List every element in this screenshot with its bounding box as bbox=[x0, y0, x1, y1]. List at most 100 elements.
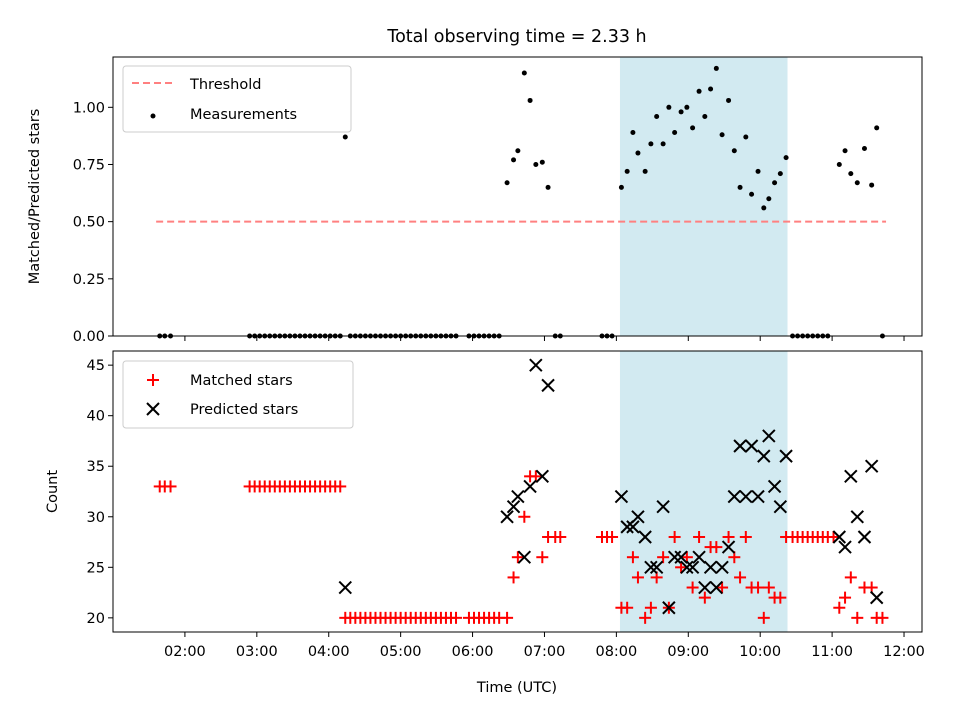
measurement-point bbox=[755, 168, 761, 174]
matched-star-point bbox=[851, 611, 864, 624]
predicted-star-point bbox=[721, 540, 736, 554]
bottom-legend-box bbox=[122, 360, 354, 429]
top-legend-box bbox=[122, 65, 352, 133]
matched-star-point bbox=[762, 581, 775, 594]
predicted-star-point bbox=[869, 590, 884, 605]
top-y-tick-label: 0.00 bbox=[73, 329, 105, 345]
bottom-y-tick-label: 30 bbox=[87, 510, 105, 526]
top-y-axis: 0.00 0.25 0.50 0.75 1.00 bbox=[73, 100, 113, 345]
measurement-point bbox=[624, 168, 630, 174]
predicted-star-point bbox=[638, 530, 652, 544]
measurement-point bbox=[842, 148, 848, 154]
legend-measurements-swatch bbox=[150, 113, 156, 119]
measurement-point bbox=[696, 88, 702, 94]
bottom-x-tick-label: 11:00 bbox=[811, 644, 853, 660]
matched-star-point bbox=[752, 581, 765, 594]
bottom-x-tick-label: 08:00 bbox=[595, 644, 637, 660]
predicted-star-point bbox=[844, 469, 858, 484]
legend-predicted-label: Predicted stars bbox=[190, 402, 298, 418]
bottom-x-tick-label: 09:00 bbox=[667, 644, 709, 660]
measurement-point bbox=[708, 86, 714, 92]
bottom-y-tick-label: 35 bbox=[87, 459, 105, 475]
measurement-point bbox=[533, 161, 539, 167]
predicted-star-point bbox=[517, 550, 532, 564]
matched-star-point bbox=[686, 581, 699, 594]
matched-star-point bbox=[839, 591, 852, 604]
measurement-point bbox=[678, 109, 684, 115]
measurement-point bbox=[515, 148, 521, 154]
predicted-star-point bbox=[751, 489, 765, 504]
measurement-point bbox=[521, 70, 527, 76]
bottom-y-axis: 20 25 30 35 40 45 bbox=[87, 358, 113, 627]
measurement-point bbox=[836, 161, 842, 167]
predicted-star-point bbox=[739, 489, 753, 504]
matched-star-point bbox=[774, 591, 787, 604]
predicted-star-point bbox=[762, 429, 776, 443]
bottom-x-tick-label: 07:00 bbox=[524, 644, 566, 660]
matched-star-point bbox=[722, 530, 735, 543]
predicted-stars-series bbox=[338, 358, 884, 615]
predicted-star-point bbox=[857, 530, 872, 544]
predicted-star-point bbox=[644, 560, 658, 575]
matched-star-point bbox=[657, 551, 670, 564]
bottom-x-tick-label: 06:00 bbox=[452, 644, 494, 660]
matched-star-point bbox=[507, 571, 520, 584]
top-y-tick-label: 1.00 bbox=[73, 100, 105, 116]
measurement-point bbox=[731, 148, 737, 154]
predicted-star-point bbox=[733, 439, 747, 453]
predicted-star-point bbox=[656, 499, 670, 514]
bottom-x-label: Time (UTC) bbox=[476, 680, 557, 696]
matched-star-point bbox=[631, 571, 644, 584]
matched-star-point bbox=[518, 510, 531, 523]
measurement-point bbox=[869, 182, 875, 188]
matched-star-point bbox=[334, 480, 347, 493]
bottom-y-tick-label: 25 bbox=[87, 560, 105, 576]
matched-star-point bbox=[644, 601, 657, 614]
bottom-y-tick-label: 40 bbox=[87, 409, 105, 425]
predicted-star-point bbox=[674, 550, 688, 564]
measurement-point bbox=[660, 141, 666, 147]
predicted-star-point bbox=[773, 499, 788, 514]
predicted-star-point bbox=[667, 550, 682, 564]
predicted-star-point bbox=[709, 580, 724, 595]
legend-threshold-label: Threshold bbox=[189, 77, 261, 93]
measurement-point bbox=[848, 171, 854, 177]
measurement-point bbox=[684, 104, 690, 110]
bottom-x-tick-label: 12:00 bbox=[883, 644, 925, 660]
legend-measurements-label: Measurements bbox=[190, 107, 297, 123]
predicted-star-point bbox=[838, 540, 852, 554]
top-y-tick-label: 0.75 bbox=[73, 157, 105, 173]
top-y-tick-label: 0.50 bbox=[73, 215, 105, 231]
predicted-star-point bbox=[715, 560, 729, 575]
measurement-point bbox=[648, 141, 654, 147]
measurement-point bbox=[874, 125, 880, 131]
measurements-series bbox=[157, 65, 885, 339]
measurement-point bbox=[666, 104, 672, 110]
matched-star-point bbox=[734, 571, 747, 584]
measurement-point bbox=[777, 171, 783, 177]
matched-star-point bbox=[698, 591, 711, 604]
predicted-star-point bbox=[692, 550, 706, 564]
bottom-x-tick-label: 10:00 bbox=[739, 644, 781, 660]
measurement-point bbox=[743, 134, 749, 140]
predicted-star-point bbox=[529, 358, 543, 372]
measurement-point bbox=[726, 97, 732, 103]
matched-star-point bbox=[710, 541, 723, 554]
predicted-star-point bbox=[626, 520, 640, 534]
top-legend: Threshold Measurements bbox=[122, 65, 352, 133]
matched-star-point bbox=[675, 561, 688, 574]
legend-matched-label: Matched stars bbox=[190, 373, 293, 389]
measurement-point bbox=[504, 180, 510, 186]
measurement-point bbox=[737, 184, 743, 190]
measurement-point bbox=[672, 129, 678, 135]
bottom-panel: 20 25 30 35 40 45 02:00 03:00 04:00 05:00 06:00 07… bbox=[45, 350, 925, 696]
measurement-point bbox=[635, 150, 641, 156]
top-axes-frame bbox=[112, 56, 923, 337]
predicted-star-point bbox=[727, 489, 742, 504]
matched-star-point bbox=[739, 530, 752, 543]
bottom-axes-frame bbox=[112, 350, 923, 633]
top-y-label: Matched/Predicted stars bbox=[27, 109, 43, 285]
predicted-star-point bbox=[631, 510, 645, 524]
bottom-y-label: Count bbox=[45, 470, 61, 513]
